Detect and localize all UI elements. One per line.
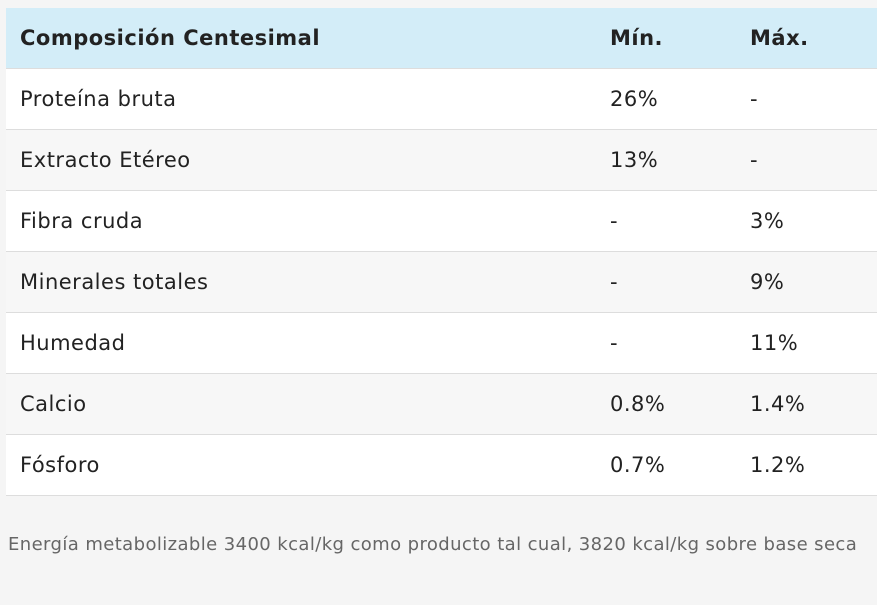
- table-cell: -: [596, 251, 736, 313]
- table-cell: Extracto Etéreo: [6, 129, 596, 191]
- table-row: Fibra cruda -3%: [6, 190, 877, 252]
- table-cell: -: [736, 129, 877, 191]
- table-row: Calcio 0.8% 1.4%: [6, 373, 877, 435]
- composition-table: Composición Centesimal Mín. Máx. Proteína …: [6, 8, 877, 496]
- table-cell: 9%: [736, 251, 877, 313]
- table-cell: Humedad: [6, 312, 596, 374]
- table-row: Proteína bruta 26% -: [6, 68, 877, 130]
- table-cell: -: [736, 68, 877, 130]
- table-cell: 1.2%: [736, 434, 877, 496]
- table-cell: Proteína bruta: [6, 68, 596, 130]
- table-cell: Fibra cruda: [6, 190, 596, 252]
- table-row: Minerales totales -9%: [6, 251, 877, 313]
- header-cell: Composición Centesimal: [6, 8, 596, 69]
- header-cell: Mín.: [596, 8, 736, 69]
- header-cell: Máx.: [736, 8, 877, 69]
- table-cell: 0.8%: [596, 373, 736, 435]
- table-row: Fósforo 0.7% 1.2%: [6, 434, 877, 496]
- table-cell: -: [596, 190, 736, 252]
- table-cell: 11%: [736, 312, 877, 374]
- table-row: Humedad -11%: [6, 312, 877, 374]
- table-cell: -: [596, 312, 736, 374]
- table-cell: Fósforo: [6, 434, 596, 496]
- table-cell: Calcio: [6, 373, 596, 435]
- footnote: Energía metabolizable 3400 kcal/kg como …: [8, 534, 858, 555]
- table-cell: 0.7%: [596, 434, 736, 496]
- table-cell: 3%: [736, 190, 877, 252]
- table-cell: 1.4%: [736, 373, 877, 435]
- table-cell: 13%: [596, 129, 736, 191]
- header-row: Composición Centesimal Mín. Máx.: [6, 8, 877, 69]
- table-cell: 26%: [596, 68, 736, 130]
- table-row: Extracto Etéreo 13% -: [6, 129, 877, 191]
- table-cell: Minerales totales: [6, 251, 596, 313]
